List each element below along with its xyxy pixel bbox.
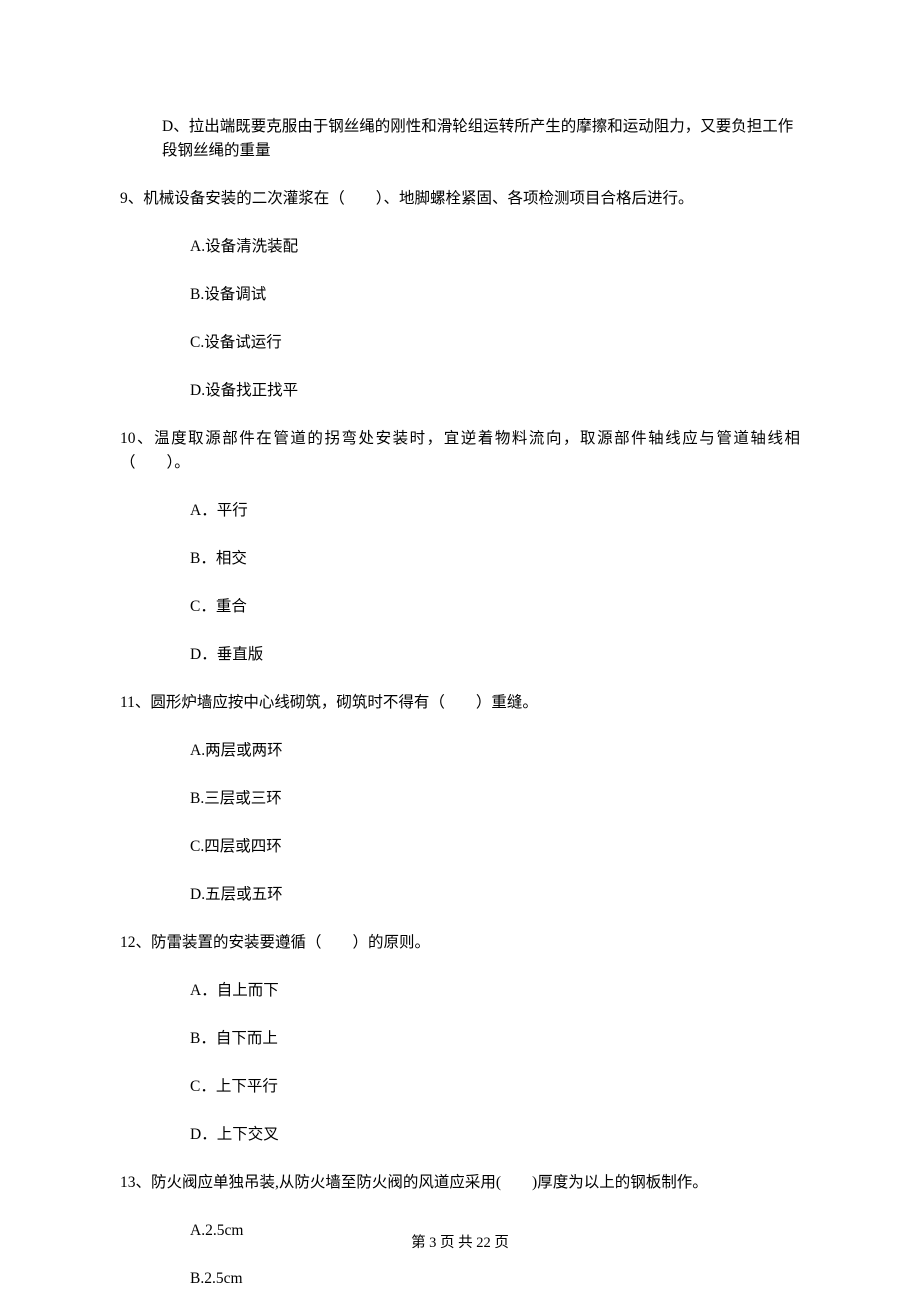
option-d: D.五层或五环 <box>190 883 800 907</box>
option-b: B.三层或三环 <box>190 787 800 811</box>
options-list: A.两层或两环 B.三层或三环 C.四层或四环 D.五层或五环 <box>190 739 800 907</box>
question-stem: 10、温度取源部件在管道的拐弯处安装时，宜逆着物料流向，取源部件轴线应与管道轴线… <box>120 427 800 475</box>
question-12: 12、防雷装置的安装要遵循（ ）的原则。 A．自上而下 B．自下而上 C．上下平… <box>120 931 800 1147</box>
option-c: C．上下平行 <box>190 1075 800 1099</box>
option-a: A.两层或两环 <box>190 739 800 763</box>
question-stem: 13、防火阀应单独吊装,从防火墙至防火阀的风道应采用( )厚度为以上的钢板制作。 <box>120 1171 800 1195</box>
question-9: 9、机械设备安装的二次灌浆在（ ）、地脚螺栓紧固、各项检测项目合格后进行。 A.… <box>120 187 800 403</box>
option-text: D、拉出端既要克服由于钢丝绳的刚性和滑轮组运转所产生的摩擦和运动阻力，又要负担工… <box>162 118 793 159</box>
page-footer: 第 3 页 共 22 页 <box>0 1232 920 1254</box>
options-list: A.2.5cm B.2.5cm <box>190 1219 800 1291</box>
exam-page: D、拉出端既要克服由于钢丝绳的刚性和滑轮组运转所产生的摩擦和运动阻力，又要负担工… <box>0 0 920 1302</box>
option-c: C.设备试运行 <box>190 331 800 355</box>
options-list: A．自上而下 B．自下而上 C．上下平行 D．上下交叉 <box>190 979 800 1147</box>
options-list: A.设备清洗装配 B.设备调试 C.设备试运行 D.设备找正找平 <box>190 235 800 403</box>
option-a: A.设备清洗装配 <box>190 235 800 259</box>
question-stem: 12、防雷装置的安装要遵循（ ）的原则。 <box>120 931 800 955</box>
option-a: A．自上而下 <box>190 979 800 1003</box>
option-d: D．垂直版 <box>190 643 800 667</box>
option-b: B．相交 <box>190 547 800 571</box>
option-b: B．自下而上 <box>190 1027 800 1051</box>
question-11: 11、圆形炉墙应按中心线砌筑，砌筑时不得有（ ）重缝。 A.两层或两环 B.三层… <box>120 691 800 907</box>
question-stem: 11、圆形炉墙应按中心线砌筑，砌筑时不得有（ ）重缝。 <box>120 691 800 715</box>
option-d: D．上下交叉 <box>190 1123 800 1147</box>
prev-question-option-d: D、拉出端既要克服由于钢丝绳的刚性和滑轮组运转所产生的摩擦和运动阻力，又要负担工… <box>162 115 800 163</box>
option-d: D.设备找正找平 <box>190 379 800 403</box>
option-a: A．平行 <box>190 499 800 523</box>
question-10: 10、温度取源部件在管道的拐弯处安装时，宜逆着物料流向，取源部件轴线应与管道轴线… <box>120 427 800 667</box>
options-list: A．平行 B．相交 C．重合 D．垂直版 <box>190 499 800 667</box>
option-c: C．重合 <box>190 595 800 619</box>
option-c: C.四层或四环 <box>190 835 800 859</box>
question-stem: 9、机械设备安装的二次灌浆在（ ）、地脚螺栓紧固、各项检测项目合格后进行。 <box>120 187 800 211</box>
option-b: B.2.5cm <box>190 1267 800 1291</box>
option-b: B.设备调试 <box>190 283 800 307</box>
